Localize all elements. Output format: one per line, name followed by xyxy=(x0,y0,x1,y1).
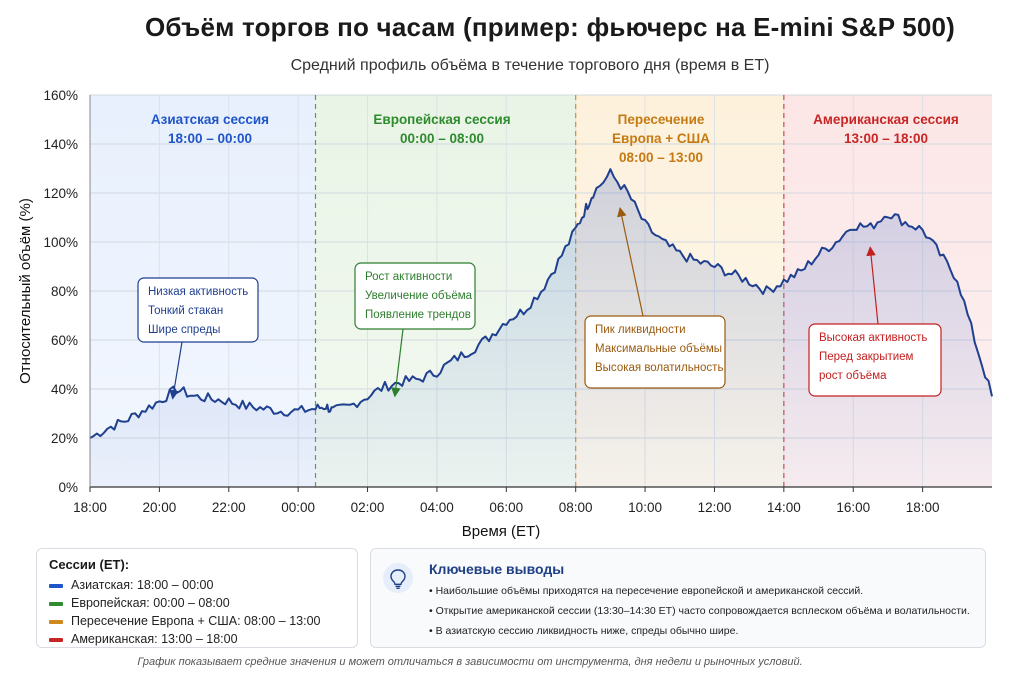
x-tick-label: 18:00 xyxy=(906,500,940,515)
annotation-box xyxy=(137,277,259,343)
annotation-text: Перед закрытием xyxy=(819,351,914,363)
x-tick-label: 00:00 xyxy=(281,500,315,515)
legend-label-asian: Азиатская: 18:00 – 00:00 xyxy=(71,578,214,592)
annotation-arrow xyxy=(391,328,404,398)
volume-area xyxy=(90,169,992,487)
y-tick-label: 140% xyxy=(43,137,78,152)
footnote: График показывает средние значения и мож… xyxy=(137,656,803,668)
session-legend: Сессии (ET): Азиатская: 18:00 – 00:00 Ев… xyxy=(36,548,358,648)
volume-line xyxy=(89,168,993,439)
y-tick-label: 60% xyxy=(51,333,78,348)
session-label: 13:00 – 18:00 xyxy=(844,131,928,146)
x-tick-label: 02:00 xyxy=(351,500,385,515)
session-label: Европа + США xyxy=(612,131,710,146)
session-label: 18:00 – 00:00 xyxy=(168,131,252,146)
chart-subtitle: Средний профиль объёма в течение торгово… xyxy=(290,57,770,74)
annotation-text: Рост активности xyxy=(365,271,452,283)
session-label: 08:00 – 13:00 xyxy=(619,150,703,165)
legend-label-american: Американская: 13:00 – 18:00 xyxy=(71,632,238,646)
annotation-text: Шире спреды xyxy=(148,324,220,336)
session-label: Американская сессия xyxy=(813,112,959,127)
annotation-text: Появление трендов xyxy=(365,309,471,321)
y-tick-label: 0% xyxy=(58,480,78,495)
annotation-text: Пик ликвидности xyxy=(595,324,686,336)
takeaway-item-1: • Наибольшие объёмы приходятся на пересе… xyxy=(429,585,864,597)
y-tick-label: 40% xyxy=(51,382,78,397)
takeaways-title: Ключевые выводы xyxy=(429,561,565,577)
annotation-text: Низкая активность xyxy=(148,286,248,298)
session-label: Азиатская сессия xyxy=(151,112,269,127)
annotation-arrow xyxy=(617,207,644,317)
annotation-box xyxy=(584,315,726,389)
legend-item-european: Европейская: 00:00 – 08:00 xyxy=(49,595,230,611)
chart-title: Объём торгов по часам (пример: фьючерс н… xyxy=(144,12,956,42)
y-tick-label: 160% xyxy=(43,88,78,103)
legend-label-european: Европейская: 00:00 – 08:00 xyxy=(71,596,230,610)
x-tick-label: 22:00 xyxy=(212,500,246,515)
y-axis-label: Относительный объём (%) xyxy=(17,198,34,384)
legend-item-american: Американская: 13:00 – 18:00 xyxy=(49,631,238,647)
takeaway-item-2: • Открытие американской сессии (13:30–14… xyxy=(429,605,970,617)
legend-item-overlap: Пересечение Европа + США: 08:00 – 13:00 xyxy=(49,613,320,629)
legend-swatch-american xyxy=(49,637,63,642)
annotation-text: Увеличение объёма xyxy=(365,290,473,302)
annotation-box xyxy=(808,323,942,397)
annotation-text: Тонкий стакан xyxy=(148,305,223,317)
key-takeaways-panel: Ключевые выводы • Наибольшие объёмы прих… xyxy=(370,548,986,648)
x-tick-label: 20:00 xyxy=(142,500,176,515)
x-tick-label: 10:00 xyxy=(628,500,662,515)
session-label: Европейская сессия xyxy=(373,112,510,127)
x-axis-label: Время (ET) xyxy=(462,523,540,540)
annotation-arrow xyxy=(866,246,879,325)
legend-swatch-european xyxy=(49,601,63,606)
y-tick-label: 100% xyxy=(43,235,78,250)
y-tick-label: 80% xyxy=(51,284,78,299)
annotation-box xyxy=(354,262,476,330)
x-tick-label: 06:00 xyxy=(489,500,523,515)
x-tick-label: 12:00 xyxy=(698,500,732,515)
annotation-text: рост объёма xyxy=(819,370,887,382)
annotation-text: Максимальные объёмы xyxy=(595,343,722,355)
x-tick-label: 08:00 xyxy=(559,500,593,515)
session-label: 00:00 – 08:00 xyxy=(400,131,484,146)
session-label: Пересечение xyxy=(618,112,705,127)
x-tick-label: 16:00 xyxy=(836,500,870,515)
x-tick-label: 18:00 xyxy=(73,500,107,515)
y-tick-label: 20% xyxy=(51,431,78,446)
y-tick-label: 120% xyxy=(43,186,78,201)
annotation-text: Высокая активность xyxy=(819,332,927,344)
legend-swatch-overlap xyxy=(49,619,63,624)
takeaway-item-3: • В азиатскую сессию ликвидность ниже, с… xyxy=(429,625,739,637)
annotation-arrow xyxy=(169,341,183,400)
x-tick-label: 14:00 xyxy=(767,500,801,515)
legend-item-asian: Азиатская: 18:00 – 00:00 xyxy=(49,577,213,593)
legend-title: Сессии (ET): xyxy=(49,557,130,572)
volume-chart: 0% 20% 40% 60% 80% 100% 120% 140% 160% 18:00 20:00… xyxy=(17,88,993,540)
legend-label-overlap: Пересечение Европа + США: 08:00 – 13:00 xyxy=(71,614,321,628)
legend-swatch-asian xyxy=(49,583,63,588)
lightbulb-icon xyxy=(383,563,413,593)
annotation-text: Высокая волатильность xyxy=(595,362,723,374)
x-tick-label: 04:00 xyxy=(420,500,454,515)
